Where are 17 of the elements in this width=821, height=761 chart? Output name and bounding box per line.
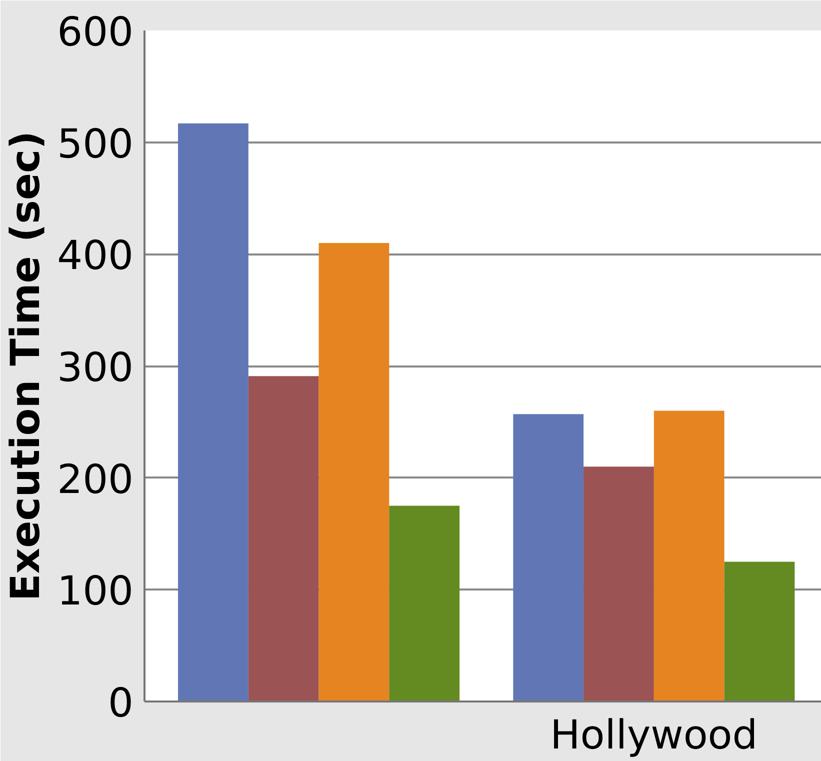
y-tick-label: 600: [57, 10, 134, 56]
y-tick-label: 400: [57, 233, 134, 280]
y-axis-title: Execution Time (sec): [3, 130, 50, 602]
bar: [318, 242, 390, 702]
y-tick-label: 300: [57, 345, 134, 391]
y-tick-label: 200: [57, 456, 134, 503]
bar: [248, 376, 319, 702]
y-tick-label: 500: [57, 121, 134, 168]
x-tick-label: Hollywood: [550, 712, 758, 758]
bar: [389, 506, 460, 702]
bar: [178, 123, 248, 702]
bar: [584, 466, 654, 702]
bar: [724, 562, 795, 702]
y-tick-label: 100: [57, 568, 134, 615]
bar: [513, 414, 584, 702]
y-tick-label: 0: [108, 680, 134, 726]
bar: [654, 410, 724, 702]
